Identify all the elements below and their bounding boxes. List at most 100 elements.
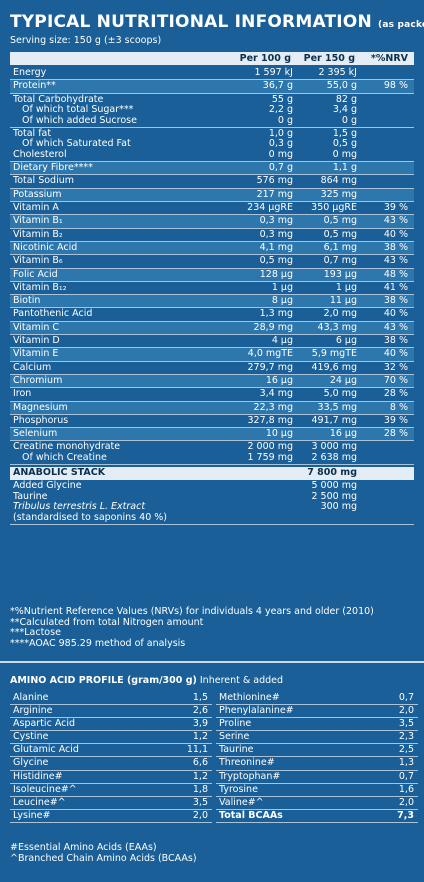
- value-per-100g: 10 µg: [265, 428, 293, 440]
- value-per-150g: 16 µg: [329, 428, 357, 440]
- value-nrv: 43 %: [383, 321, 408, 333]
- amino-title: AMINO ACID PROFILE (gram/300 g) Inherent…: [10, 675, 283, 686]
- anabolic-value: 7 800 mg: [307, 467, 357, 479]
- amino-name: Serine: [219, 731, 250, 743]
- value-per-100g: 8 µg: [271, 295, 293, 307]
- value-per-150g: 3 000 mg: [311, 441, 357, 453]
- value-per-150g: 3,4 g: [332, 104, 357, 116]
- table-row: Selenium 10 µg 16 µg 28 %: [10, 428, 414, 442]
- amino-value: 0,7: [398, 770, 414, 782]
- amino-name: Methionine#: [219, 692, 280, 703]
- amino-row: Tryptophan# 0,7: [216, 771, 418, 784]
- value-per-100g: 2,2 g: [268, 104, 293, 116]
- stack-item-name: Added Glycine: [13, 480, 82, 492]
- section-divider: [0, 661, 424, 663]
- amino-column-right: Methionine# 0,7 Phenylalanine# 2,0 Proline 3,…: [216, 692, 418, 823]
- amino-value: 6,6: [192, 757, 208, 769]
- value-per-150g: 55,0 g: [326, 80, 357, 92]
- value-per-100g: 4,0 mgTE: [247, 348, 293, 360]
- nutrient-name: Biotin: [13, 295, 41, 307]
- amino-value: 1,2: [192, 770, 208, 782]
- table-row: Magnesium 22,3 mg 33,5 mg 8 %: [10, 401, 414, 415]
- value-per-100g: 1 597 kJ: [254, 67, 293, 78]
- value-per-150g: 1 µg: [335, 281, 357, 293]
- nutrient-name: Of which total Sugar***: [13, 104, 134, 116]
- value-nrv: 8 %: [389, 401, 408, 413]
- table-row: Vitamin A 234 µgRE 350 µgRE 39 %: [10, 202, 414, 216]
- nutrient-name: Vitamin B₁₂: [13, 281, 67, 293]
- value-per-150g: 82 g: [335, 93, 357, 105]
- header-nrv: *%NRV: [370, 53, 408, 64]
- nutrient-name: Cholesterol: [13, 148, 67, 160]
- nutrient-name: Phosphorus: [13, 414, 69, 426]
- value-per-150g: 5,0 mg: [323, 388, 357, 400]
- anabolic-label: ANABOLIC STACK: [13, 467, 106, 479]
- amino-name: Tryptophan#: [219, 770, 281, 782]
- amino-value: 3,5: [192, 796, 208, 808]
- value-per-100g: 0,5 mg: [259, 255, 293, 267]
- value-per-150g: 491,7 mg: [311, 414, 357, 426]
- value-per-100g: 128 µg: [259, 268, 293, 280]
- table-row: Calcium 279,7 mg 419,6 mg 32 %: [10, 362, 414, 375]
- stack-item-value: 5 000 mg: [311, 480, 357, 492]
- stack-item-name: Tribulus terrestris L. Extract: [13, 501, 146, 513]
- serving-size: Serving size: 150 g (±3 scoops): [10, 35, 162, 46]
- table-row: Total Carbohydrate 55 g 82 g Of which tota…: [10, 94, 414, 128]
- nutrient-name: Vitamin B₆: [13, 255, 63, 267]
- value-per-150g: 1,1 g: [332, 162, 357, 174]
- nutrient-name: Vitamin D: [13, 335, 60, 347]
- table-row: Potassium 217 mg 325 mg: [10, 188, 414, 203]
- amino-name: Taurine: [219, 744, 254, 756]
- value-nrv: 40 %: [383, 228, 408, 240]
- value-per-150g: 33,5 mg: [317, 401, 357, 413]
- footnote-line: ****AOAC 985.29 method of analysis: [10, 637, 186, 649]
- value-per-150g: 6 µg: [335, 335, 357, 347]
- value-per-100g: 22,3 mg: [253, 401, 293, 413]
- amino-row: Glutamic Acid 11,1: [10, 744, 212, 758]
- amino-row: Proline 3,5: [216, 718, 418, 732]
- nutrient-name: Total Carbohydrate: [13, 93, 104, 105]
- table-row: Dietary Fibre**** 0,7 g 1,1 g: [10, 162, 414, 176]
- table-row: Vitamin B₂ 0,3 mg 0,5 mg 40 %: [10, 229, 414, 242]
- value-nrv: 28 %: [383, 428, 408, 440]
- value-per-100g: 28,9 mg: [253, 321, 293, 333]
- stack-item-name: Taurine: [13, 490, 48, 502]
- table-row: Phosphorus 327,8 mg 491,7 mg 39 %: [10, 414, 414, 429]
- value-per-100g: 16 µg: [265, 374, 293, 386]
- amino-name: Glutamic Acid: [13, 744, 79, 756]
- value-per-150g: 0,7 mg: [323, 255, 357, 267]
- value-per-150g: 0,5 mg: [323, 228, 357, 240]
- value-nrv: 38 %: [383, 241, 408, 253]
- amino-name: Lysine#: [13, 809, 51, 821]
- nutrient-name: Vitamin B₁: [13, 215, 63, 227]
- value-per-150g: 864 mg: [320, 175, 357, 187]
- amino-value: 7,3: [397, 809, 414, 821]
- nutrient-name: Of which Creatine: [13, 451, 107, 463]
- value-per-150g: 193 µg: [323, 268, 357, 280]
- amino-name: Phenylalanine#: [219, 705, 294, 717]
- value-per-150g: 0,5 mg: [323, 215, 357, 227]
- value-per-150g: 2 638 mg: [311, 451, 357, 463]
- nutrient-name: Vitamin C: [13, 321, 60, 333]
- table-header: Per 100 g Per 150 g *%NRV: [10, 52, 414, 65]
- nutrient-name: Total Sodium: [13, 175, 74, 187]
- footnote-line: *%Nutrient Reference Values (NRVs) for i…: [10, 606, 374, 617]
- value-per-100g: 4 µg: [271, 335, 293, 347]
- nutrient-name: Selenium: [13, 428, 58, 440]
- table-row: Total Sodium 576 mg 864 mg: [10, 175, 414, 189]
- nutrient-name: Magnesium: [13, 401, 68, 413]
- nutrient-name: Pantothenic Acid: [13, 308, 93, 320]
- table-row: Creatine monohydrate 2 000 mg 3 000 mg Of …: [10, 441, 414, 466]
- value-per-100g: 217 mg: [256, 188, 293, 200]
- table-row: Vitamin B₆ 0,5 mg 0,7 mg 43 %: [10, 255, 414, 269]
- nutrient-name: Potassium: [13, 188, 62, 200]
- amino-footnote-line: #Essential Amino Acids (EAAs): [10, 842, 157, 853]
- value-nrv: 38 %: [383, 335, 408, 347]
- amino-name: Isoleucine#^: [13, 783, 77, 795]
- value-per-150g: 24 µg: [329, 374, 357, 386]
- table-row: Vitamin E 4,0 mgTE 5,9 mgTE 40 %: [10, 348, 414, 362]
- title-main: TYPICAL NUTRITIONAL INFORMATION: [10, 12, 372, 32]
- amino-value: 1,6: [398, 783, 414, 795]
- nutrient-name: Folic Acid: [13, 268, 58, 280]
- value-nrv: 40 %: [383, 348, 408, 360]
